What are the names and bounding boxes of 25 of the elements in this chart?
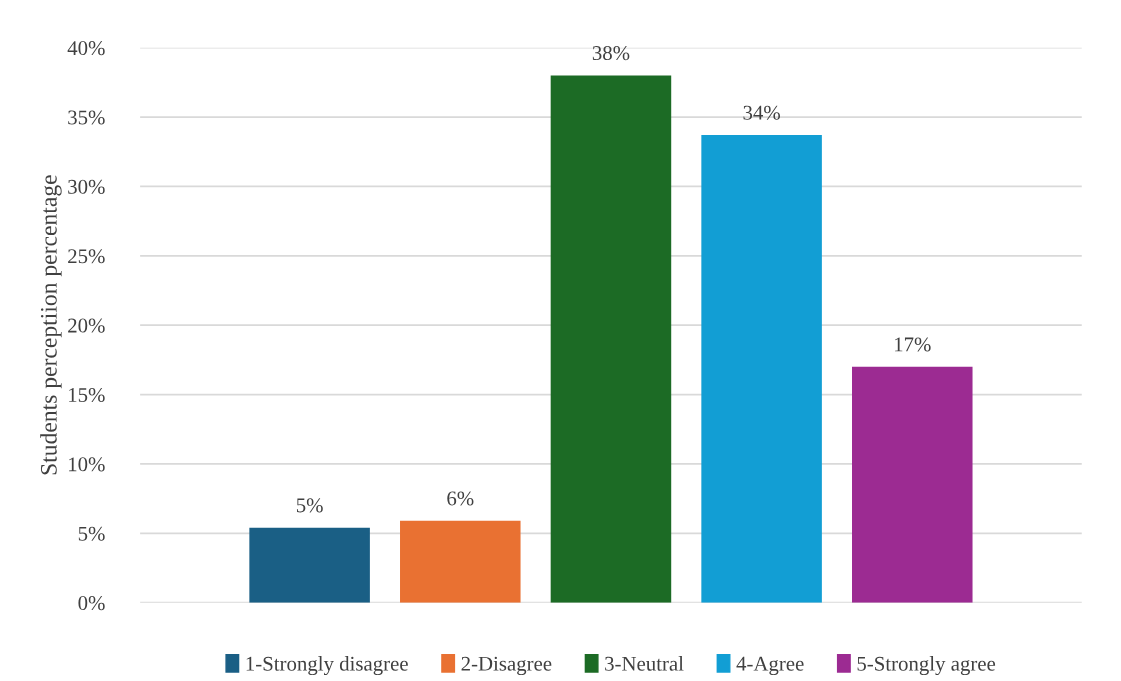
y-tick-label: 5% [78,526,105,541]
data-label: 38% [592,46,630,61]
y-tick-label: 0% [78,596,105,611]
y-tick-label: 15% [69,387,105,403]
data-label: 6% [447,491,474,506]
data-label: 5% [296,498,323,513]
y-tick-label: 20% [68,318,105,333]
bar [550,75,672,603]
data-label: 34% [743,105,780,120]
y-tick-label: 25% [68,249,105,264]
bar [400,520,521,603]
bar [701,135,822,603]
legend-label: 5-Strongly agree [857,656,996,676]
bar [249,527,370,603]
legend-label: 2-Disagree [461,656,552,676]
legend-label: 4-Agree [736,656,804,676]
y-tick-label: 35% [68,110,105,125]
bar [852,366,973,603]
y-axis-title: Students perceptiion percentage [40,175,62,475]
y-tick-label: 30% [68,179,105,194]
y-tick-label: 40% [67,41,105,56]
legend-label: 1-Strongly disagree [246,656,408,676]
y-tick-label: 10% [69,457,105,472]
legend-label: 3-Neutral [605,656,684,671]
data-label: 17% [895,337,931,352]
